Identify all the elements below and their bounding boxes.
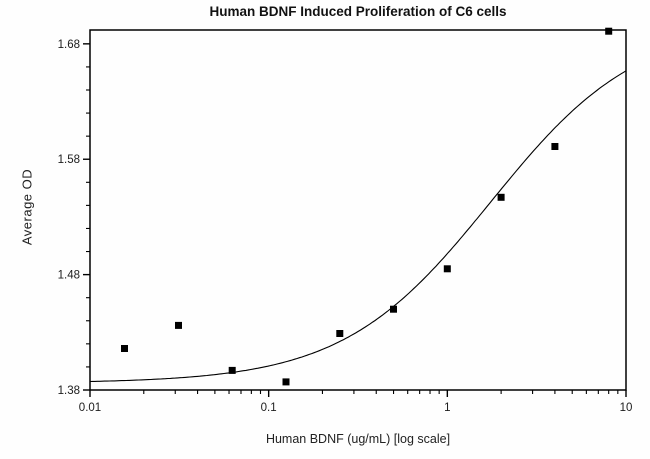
data-point	[228, 366, 236, 374]
y-tick-label: 1.48	[58, 270, 80, 282]
x-tick-label: 1	[444, 402, 450, 414]
data-point	[175, 321, 182, 329]
data-point	[551, 143, 559, 150]
x-tick-label: 10	[620, 402, 633, 414]
data-point	[497, 193, 505, 201]
fit-curve	[89, 70, 627, 383]
data-point	[605, 27, 613, 35]
y-tick-label: 1.38	[58, 385, 80, 397]
chart-title: Human BDNF Induced Proliferation of C6 c…	[209, 4, 507, 19]
data-point	[121, 345, 128, 352]
data-point	[443, 265, 451, 273]
y-tick-label: 1.68	[58, 39, 80, 51]
x-tick-label: 0.1	[261, 402, 277, 414]
y-tick-label: 1.58	[58, 154, 80, 166]
data-point	[390, 305, 397, 313]
data-point	[336, 330, 344, 337]
x-axis-title: Human BDNF (ug/mL) [log scale]	[265, 432, 451, 446]
y-axis-title: Average OD	[19, 168, 35, 246]
data-point	[282, 378, 290, 386]
plot-border	[89, 29, 627, 391]
x-tick-label: 0.01	[79, 402, 101, 414]
